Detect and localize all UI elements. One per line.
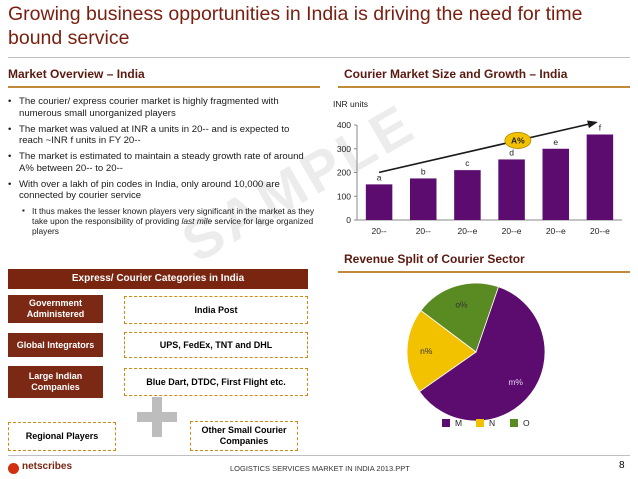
title-divider xyxy=(8,57,630,58)
x-tick-label: 20--e xyxy=(546,226,566,236)
sub-bullet-end: service for large organized players xyxy=(32,216,314,236)
bar-data-label: f xyxy=(599,123,602,133)
pie-slice-label: n% xyxy=(420,346,433,356)
bullet-2: The market was valued at INR a units in … xyxy=(8,124,316,147)
y-tick-label: 400 xyxy=(337,120,351,130)
bar xyxy=(498,159,525,220)
legend-swatch xyxy=(442,419,450,427)
pie-slice xyxy=(406,309,477,393)
bar xyxy=(365,184,393,220)
legend-label: N xyxy=(489,418,495,428)
y-axis-label: INR units xyxy=(333,99,368,109)
growth-label: A% xyxy=(511,135,525,145)
x-tick-label: 20-- xyxy=(416,226,431,236)
x-tick-label: 20--e xyxy=(590,226,610,236)
pie-chart-title: Revenue Split of Courier Sector xyxy=(344,252,525,266)
bar-chart-rule xyxy=(338,86,630,88)
category-label-regional: Regional Players xyxy=(8,422,116,451)
legend-swatch xyxy=(476,419,484,427)
footer-divider xyxy=(8,455,630,456)
bar-chart-title: Courier Market Size and Growth – India xyxy=(344,67,568,81)
pie-chart: m% n% o% M N O xyxy=(406,282,546,428)
x-tick-label: 20--e xyxy=(502,226,522,236)
legend-label: M xyxy=(455,418,462,428)
pie-slice-label: m% xyxy=(508,377,523,387)
bar-data-label: e xyxy=(553,137,558,147)
y-tick-label: 300 xyxy=(337,144,351,154)
growth-arrow-head xyxy=(587,120,598,129)
category-label-global: Global Integrators xyxy=(8,333,103,357)
bar xyxy=(542,148,569,220)
x-tick-label: 20-- xyxy=(372,226,387,236)
bar-chart: INR units 0 100 200 300 400 a 20-- b 20-- c 20--e d 2… xyxy=(333,99,622,236)
footer-center-text: LOGISTICS SERVICES MARKET IN INDIA 2013.… xyxy=(230,464,410,473)
growth-arrow-line xyxy=(378,121,597,174)
bar-data-label: d xyxy=(509,147,514,157)
bar xyxy=(454,170,481,220)
bar-data-label: a xyxy=(377,172,382,182)
category-value-large-indian: Blue Dart, DTDC, First Flight etc. xyxy=(124,368,308,396)
category-value-government: India Post xyxy=(124,296,308,324)
pie-slice xyxy=(420,282,499,353)
category-value-regional: Other Small Courier Companies xyxy=(190,421,298,451)
bullet-4: With over a lakh of pin codes in India, … xyxy=(8,179,316,202)
pie-slice xyxy=(418,286,546,422)
y-tick-label: 100 xyxy=(337,191,351,201)
legend-swatch xyxy=(510,419,518,427)
bar xyxy=(586,134,614,220)
footer-logo: netscribes xyxy=(22,461,73,472)
pie-slice-label: o% xyxy=(455,299,468,309)
market-overview-heading: Market Overview – India xyxy=(8,67,145,81)
y-tick-label: 0 xyxy=(346,215,351,225)
growth-badge xyxy=(504,132,532,149)
category-value-global: UPS, FedEx, TNT and DHL xyxy=(124,332,308,358)
x-tick-label: 20--e xyxy=(457,226,477,236)
bullet-1: The courier/ express courier market is h… xyxy=(8,96,316,119)
bullet-3: The market is estimated to maintain a st… xyxy=(8,151,316,174)
category-label-large-indian: Large Indian Companies xyxy=(8,366,103,398)
legend-label: O xyxy=(523,418,530,428)
market-overview-rule xyxy=(8,86,320,88)
pie-chart-rule xyxy=(338,271,630,273)
sub-bullet-emphasis: last mile xyxy=(181,216,213,226)
page-title: Growing business opportunities in India … xyxy=(8,3,583,49)
bar-data-label: c xyxy=(465,158,470,168)
market-overview-bullets: The courier/ express courier market is h… xyxy=(8,96,316,236)
bar-data-label: b xyxy=(421,166,426,176)
plus-icon-horizontal xyxy=(137,412,177,422)
categories-heading: Express/ Courier Categories in India xyxy=(8,269,308,289)
logo-icon xyxy=(8,463,19,474)
sub-bullet-start: It thus makes the lesser known players v… xyxy=(32,206,315,226)
sub-bullet: It thus makes the lesser known players v… xyxy=(8,206,316,236)
category-label-government: Government Administered xyxy=(8,295,103,323)
page-number: 8 xyxy=(619,460,625,471)
y-tick-label: 200 xyxy=(337,168,351,178)
bar xyxy=(410,178,437,220)
